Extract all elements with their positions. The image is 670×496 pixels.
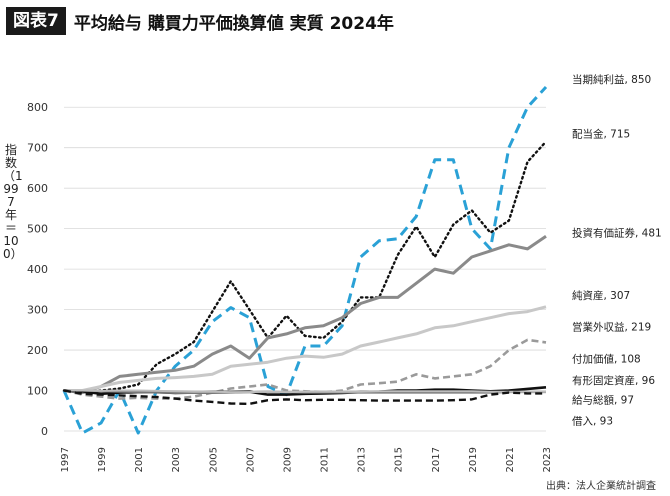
series-line [62,140,548,394]
x-tick-label: 2001 [134,447,145,472]
source-note: 出典：法人企業統計調査 [546,481,656,492]
y-tick-label: 0 [41,425,48,438]
y-tick-label: 400 [27,263,48,276]
chart-title-text: 平均給与 購買力平価換算値 実質 2024年 [73,13,394,34]
x-tick-label: 2005 [208,447,219,472]
y-tick-label: 500 [27,223,48,236]
series-end-labels: 当期純利益, 850 配当金, 715 投資有価証券, 481 純資産, 307 営業外… [572,73,662,427]
series-end-label: 配当金, 715 [572,128,630,141]
y-tick-label: 800 [27,101,48,114]
x-tick-label: 2007 [245,447,256,472]
series-end-label: 有形固定資産, 96 [572,374,655,387]
figure-badge: 図表7 [6,7,66,35]
series-end-label: 借入, 93 [572,415,613,427]
x-tick-label: 2019 [468,447,479,472]
series-end-label: 給与総額, 97 [572,394,634,407]
series-line [63,235,547,395]
x-tick-label: 2017 [431,447,442,472]
series-end-label: 当期純利益, 850 [572,73,651,86]
series-line [62,85,548,435]
y-tick-label: 600 [27,182,48,195]
y-tick-label: 100 [27,385,48,398]
x-tick-label: 1997 [60,447,71,472]
x-tick-label: 2009 [282,447,293,472]
y-tick-label: 300 [27,304,48,317]
series-end-label: 純資産, 307 [572,289,630,302]
grid [64,106,546,432]
x-tick-label: 2011 [320,447,331,472]
series-end-label: 投資有価証券, 481 [572,226,662,239]
x-tick-label: 2021 [505,447,516,472]
x-tick-label: 2015 [394,447,405,472]
y-tick-label: 200 [27,344,48,357]
x-tick-label: 2003 [171,447,182,472]
y-tick-label: 700 [27,142,48,155]
series-line [64,305,547,392]
x-tick-labels: 1997 1999 2001 2003 2005 2007 2009 2011 2013 2015… [60,447,553,472]
y-axis-label: 指数（1997年＝100） [3,143,23,261]
series-lines [62,85,548,435]
x-tick-label: 2013 [357,447,368,472]
chart-title: 図表7 平均給与 購買力平価換算値 実質 2024年 [6,6,394,36]
series-line [63,389,546,406]
series-end-label: 営業外収益, 219 [572,320,651,333]
series-line [64,389,546,394]
series-end-label: 付加価値, 108 [572,352,641,365]
x-tick-label: 2023 [542,447,553,472]
x-tick-label: 1999 [97,447,108,472]
y-tick-labels: 0 100 200 300 400 500 600 700 800 [27,101,48,438]
